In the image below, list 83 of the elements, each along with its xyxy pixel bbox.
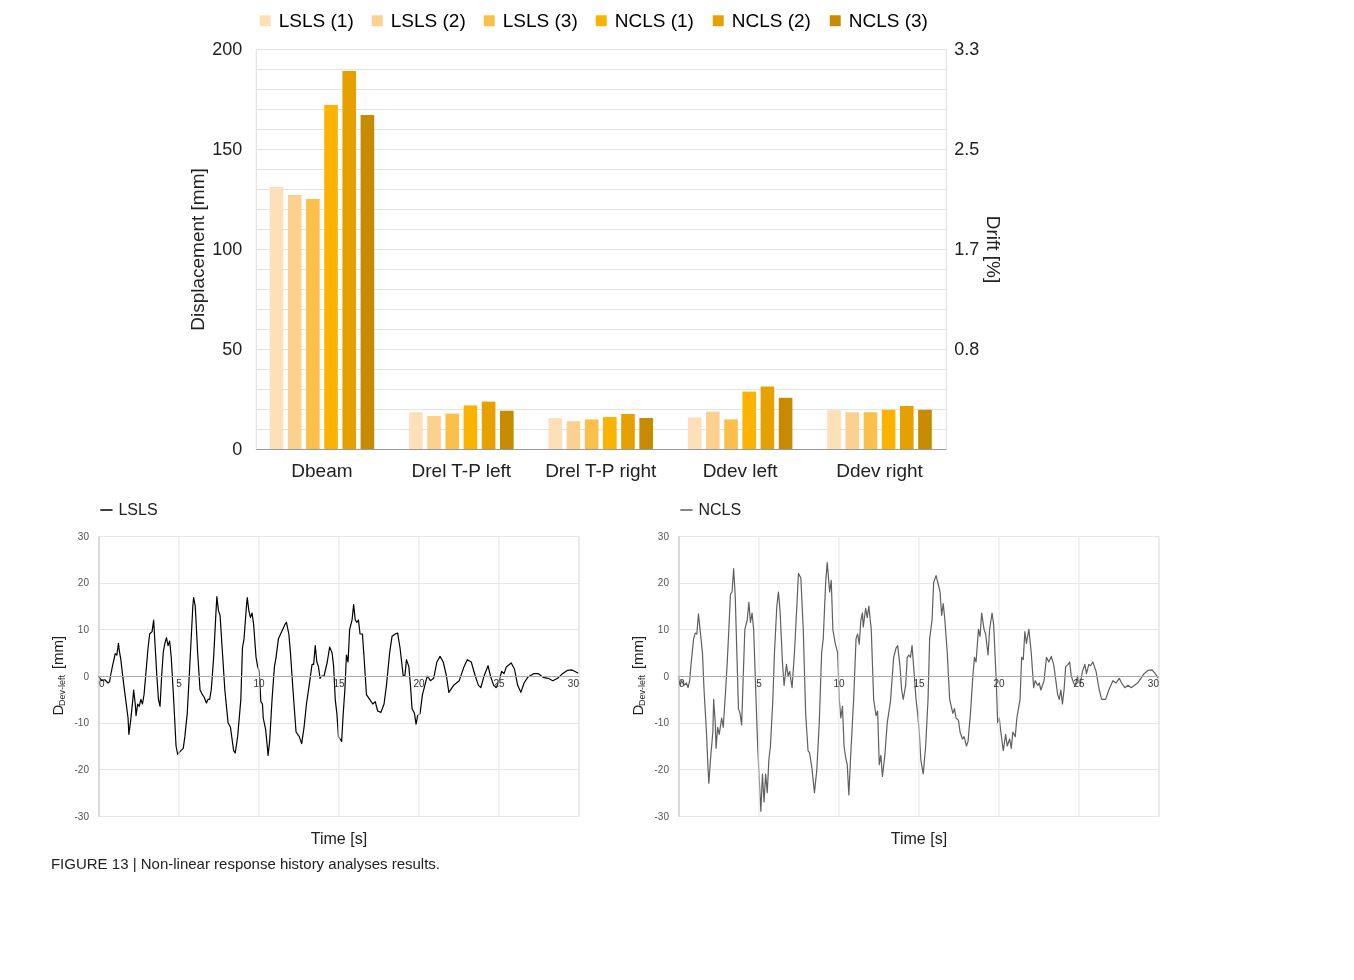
x-tick-label: 10 <box>833 677 845 689</box>
y-tick-label: -20 <box>654 763 670 775</box>
y-axis-title: DDev-left [mm] <box>49 635 68 716</box>
y2-tick-label: 0.8 <box>954 338 980 359</box>
y-tick-label: 150 <box>212 138 243 159</box>
bar <box>342 71 357 449</box>
x-tick-label: 0 <box>98 677 105 689</box>
bar <box>360 115 375 449</box>
x-tick-label: Drel T-P left <box>411 459 512 481</box>
y2-tick-label: 3.3 <box>954 38 980 59</box>
y-tick-label: 100 <box>212 238 243 259</box>
y-tick-label: 30 <box>77 530 90 542</box>
y-tick-label: -10 <box>654 717 670 729</box>
bar <box>584 419 599 449</box>
x-tick-label: Ddev left <box>702 459 779 481</box>
x-tick-label: 0 <box>678 677 685 689</box>
x-tick-label: 30 <box>567 677 580 689</box>
y-axis-title: Displacement [mm] <box>187 168 209 331</box>
line-series <box>97 596 580 756</box>
bar <box>548 418 563 449</box>
x-tick-label: 25 <box>493 677 505 689</box>
y2-tick-label: 1.7 <box>954 238 980 259</box>
bar <box>639 418 654 449</box>
bar <box>603 417 617 449</box>
legend-label: LSLS <box>118 501 158 518</box>
legend-label: LSLS (1) <box>278 9 354 31</box>
bar <box>863 412 878 449</box>
bar <box>687 417 702 449</box>
legend-label: LSLS (3) <box>502 9 578 31</box>
x-tick-label: Drel T-P right <box>545 459 658 481</box>
x-axis-title: Time [s] <box>890 829 948 847</box>
bar <box>445 413 460 449</box>
bar <box>881 409 896 449</box>
bar <box>287 195 302 449</box>
bar <box>899 406 914 449</box>
y-tick-label: -30 <box>654 810 670 822</box>
y-tick-label: 30 <box>657 530 670 542</box>
y-tick-label: 10 <box>77 623 90 635</box>
bar <box>306 199 320 449</box>
legend-label: LSLS (2) <box>390 9 466 31</box>
y-tick-label: 0 <box>232 438 243 459</box>
y-tick-label: 10 <box>657 623 670 635</box>
y-tick-label: 200 <box>212 38 243 59</box>
caption: FIGURE 13 | Non-linear response history analyses results. <box>50 854 441 872</box>
x-tick-label: 25 <box>1073 677 1085 689</box>
bar <box>409 412 423 449</box>
bar <box>324 105 338 449</box>
y-tick-label: -10 <box>74 717 90 729</box>
y-tick-label: 20 <box>657 577 670 589</box>
bar <box>621 414 635 449</box>
x-tick-label: 30 <box>1147 677 1160 689</box>
bar <box>463 405 478 449</box>
y-tick-label: 50 <box>222 338 243 359</box>
y-axis-title: DDev-left [mm] <box>629 635 648 716</box>
x-tick-label: 5 <box>756 677 763 689</box>
bar <box>918 409 932 449</box>
x-tick-label: Dbeam <box>291 459 353 481</box>
bar <box>269 187 284 449</box>
bar <box>760 386 775 449</box>
x-tick-label: Ddev right <box>836 459 924 481</box>
bar <box>827 410 841 449</box>
bar <box>742 391 757 449</box>
legend-label: NCLS <box>698 501 742 518</box>
bar <box>724 419 738 449</box>
legend-label: NCLS (3) <box>848 9 928 31</box>
x-tick-label: 5 <box>176 677 183 689</box>
y-tick-label: -20 <box>74 763 90 775</box>
y2-tick-label: 2.5 <box>954 138 980 159</box>
y2-axis-title: Drift [%] <box>983 215 1005 284</box>
bar <box>778 397 793 449</box>
bar <box>481 401 496 449</box>
x-tick-label: 15 <box>913 677 925 689</box>
bar <box>566 421 581 449</box>
legend-label: NCLS (2) <box>731 9 811 31</box>
bar <box>706 411 720 449</box>
bar <box>427 416 441 449</box>
y-tick-label: 20 <box>77 577 90 589</box>
legend-label: NCLS (1) <box>614 9 694 31</box>
y-tick-label: -30 <box>74 810 90 822</box>
bar <box>499 410 514 449</box>
x-axis-title: Time [s] <box>310 829 368 847</box>
x-tick-label: 20 <box>413 677 425 689</box>
bar <box>845 412 860 449</box>
